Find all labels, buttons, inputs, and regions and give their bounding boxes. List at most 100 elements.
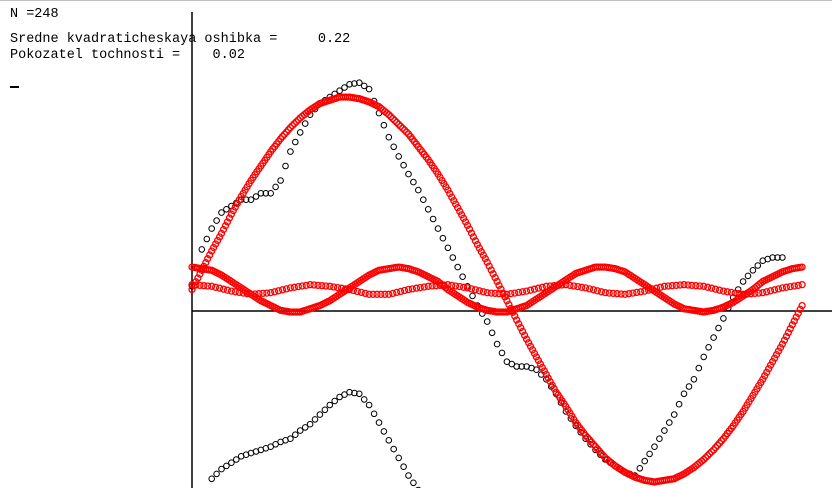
series-5-point (719, 287, 728, 295)
series-3-point (583, 434, 592, 442)
series-5-point (597, 288, 606, 296)
series-5-point (546, 282, 554, 290)
series-3-point (790, 317, 798, 325)
series-1-point (385, 133, 393, 141)
series-3-point (780, 336, 789, 344)
series-3-point (784, 328, 793, 337)
series-5-point (727, 288, 735, 297)
series-1-point (685, 383, 693, 390)
series-5-point (633, 288, 641, 297)
series-5-point (294, 282, 302, 291)
series-5-point (208, 282, 216, 290)
series-5-point (219, 285, 228, 293)
series-3-point (217, 229, 226, 238)
series-3-point (528, 346, 537, 354)
series-5-point (274, 287, 283, 295)
series-5-point (774, 285, 783, 293)
series-5-point (330, 283, 338, 291)
series-2-point (400, 463, 407, 471)
series-5-point (644, 286, 653, 294)
series-5-point (605, 289, 613, 297)
series-1-point (282, 162, 289, 170)
series-3-point (465, 225, 474, 233)
series-5-point (267, 289, 275, 297)
series-3-point (446, 189, 454, 198)
series-3-point (467, 229, 476, 237)
series-5-point (278, 286, 287, 294)
series-3-point (544, 374, 552, 382)
series-3-point (491, 274, 499, 282)
series-3-point (711, 443, 720, 452)
series-5-point (625, 290, 633, 298)
series-5-point (495, 290, 503, 298)
series-5-point (578, 283, 586, 291)
series-5-point (345, 285, 354, 294)
series-5-point (613, 290, 621, 298)
series-3-point (792, 313, 800, 321)
series-5-point (235, 288, 243, 297)
series-2-point (306, 420, 314, 428)
series-1-point (405, 170, 412, 178)
series-5-point (192, 281, 200, 289)
series-5-point (790, 282, 798, 290)
series-5-point (751, 289, 759, 298)
series-5-point (581, 284, 590, 292)
series-5-point (377, 290, 385, 298)
series-3-point (389, 114, 397, 123)
series-1-point (513, 363, 521, 370)
series-3-point (707, 448, 716, 456)
series-1-point (223, 206, 230, 213)
series-3-point (398, 124, 407, 132)
series-1-point (454, 263, 462, 271)
series-2-point (375, 419, 383, 426)
series-1-point (356, 79, 363, 86)
series-1-point (710, 334, 717, 341)
series-3-point (469, 233, 478, 241)
series-5-point (696, 282, 704, 290)
series-5-point (381, 290, 389, 298)
series-5-point (570, 282, 578, 290)
series-3-point (450, 197, 458, 205)
series-5-point (456, 282, 464, 291)
series-5-point (601, 289, 609, 297)
series-5-point (393, 288, 401, 297)
series-2-point (385, 437, 393, 444)
series-5-point (373, 290, 381, 298)
series-1-point (651, 443, 658, 451)
series-1-point (434, 225, 442, 232)
series-2-point (351, 389, 358, 397)
series-5-point (684, 281, 692, 289)
series-1-point (754, 262, 762, 269)
series-1-point (636, 465, 644, 472)
series-3-point (495, 281, 503, 290)
series-3-point (713, 441, 722, 450)
series-3-point (520, 331, 529, 340)
series-1-point (272, 183, 279, 191)
series-3-point (396, 122, 405, 130)
series-2-point (316, 411, 324, 418)
series-5-point (459, 283, 468, 291)
series-1-point (680, 390, 688, 398)
series-3-point (221, 222, 230, 230)
series-3-point (290, 120, 298, 128)
series-1-point (400, 161, 407, 169)
series-5-point (704, 283, 712, 291)
series-5-point (550, 282, 558, 290)
series-2-point (356, 390, 363, 398)
series-5-point (420, 283, 428, 291)
series-3-point (483, 258, 491, 266)
series-5-point (428, 282, 436, 290)
series-5-point (735, 290, 743, 298)
series-5-point (491, 289, 499, 298)
series-3-point (517, 324, 525, 332)
series-1-point (670, 411, 678, 418)
series-1-point (744, 272, 752, 280)
series-3-point (385, 111, 393, 119)
series-1-point (690, 376, 698, 383)
series-1-point (646, 450, 653, 458)
series-3-point (383, 109, 391, 117)
series-5-point (337, 284, 346, 292)
series-5-point (247, 290, 255, 298)
series-1-point (346, 81, 353, 88)
